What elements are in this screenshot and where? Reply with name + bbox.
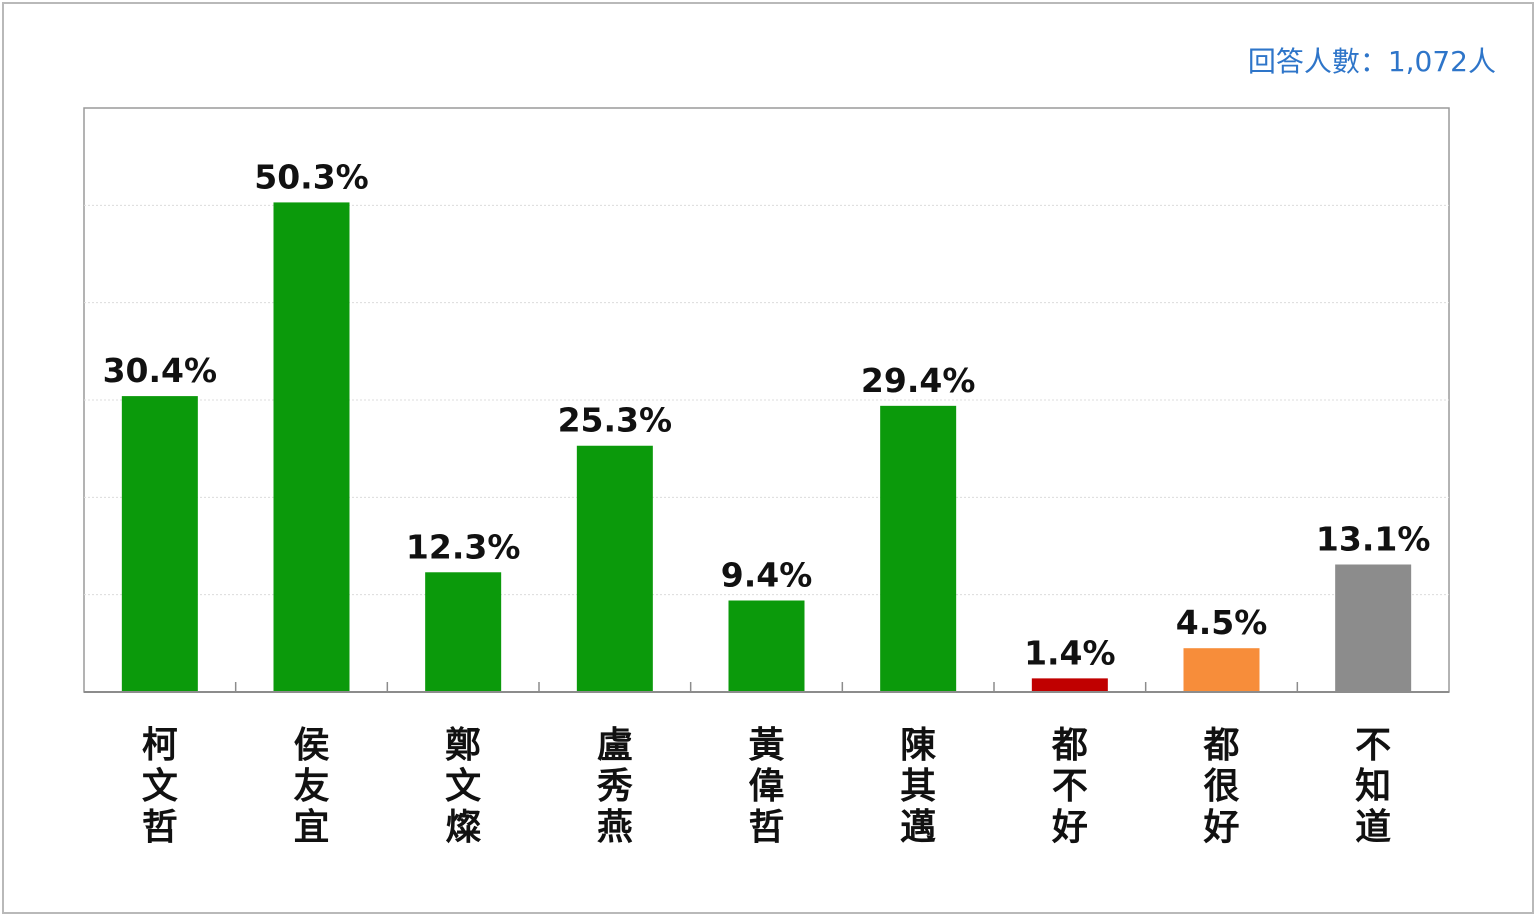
- x-axis-ticks: [84, 682, 1449, 693]
- category-label-1: 侯友宜: [293, 725, 329, 848]
- bar-4: [728, 600, 805, 692]
- category-label-4: 黃偉哲: [748, 725, 784, 848]
- category-label-7: 都很好: [1202, 725, 1239, 848]
- data-label-3: 25.3%: [558, 401, 673, 440]
- category-labels: 柯文哲 侯友宜 鄭文燦 盧秀燕 黃偉哲 陳其邁 都不好 都很好 不知道: [142, 725, 1391, 848]
- data-label-6: 1.4%: [1024, 633, 1116, 672]
- bar-1: [273, 202, 350, 692]
- data-label-1: 50.3%: [254, 157, 369, 196]
- category-label-0: 柯文哲: [142, 725, 178, 848]
- bar-3: [576, 445, 653, 692]
- data-label-8: 13.1%: [1316, 519, 1431, 558]
- bar-0: [121, 396, 198, 692]
- data-label-5: 29.4%: [861, 361, 976, 400]
- bar-2: [425, 572, 502, 692]
- data-label-2: 12.3%: [406, 527, 521, 566]
- data-labels: 30.4% 50.3% 12.3% 25.3% 9.4% 29.4% 1.4% 4.5% 13.…: [103, 157, 1431, 672]
- bars: [121, 202, 1412, 692]
- category-label-2: 鄭文燦: [445, 725, 481, 848]
- respondent-count: 回答人數：1,072人: [1247, 45, 1496, 78]
- data-label-7: 4.5%: [1176, 603, 1268, 642]
- category-label-6: 都不好: [1051, 725, 1088, 848]
- bar-6: [1031, 678, 1108, 692]
- bar-7: [1183, 648, 1260, 692]
- category-label-5: 陳其邁: [900, 725, 936, 848]
- gridlines: [84, 204, 1449, 596]
- data-label-4: 9.4%: [721, 556, 813, 595]
- bar-8: [1335, 564, 1412, 692]
- category-label-3: 盧秀燕: [596, 725, 633, 848]
- data-label-0: 30.4%: [103, 351, 218, 390]
- bar-5: [880, 405, 957, 692]
- category-label-8: 不知道: [1355, 725, 1391, 848]
